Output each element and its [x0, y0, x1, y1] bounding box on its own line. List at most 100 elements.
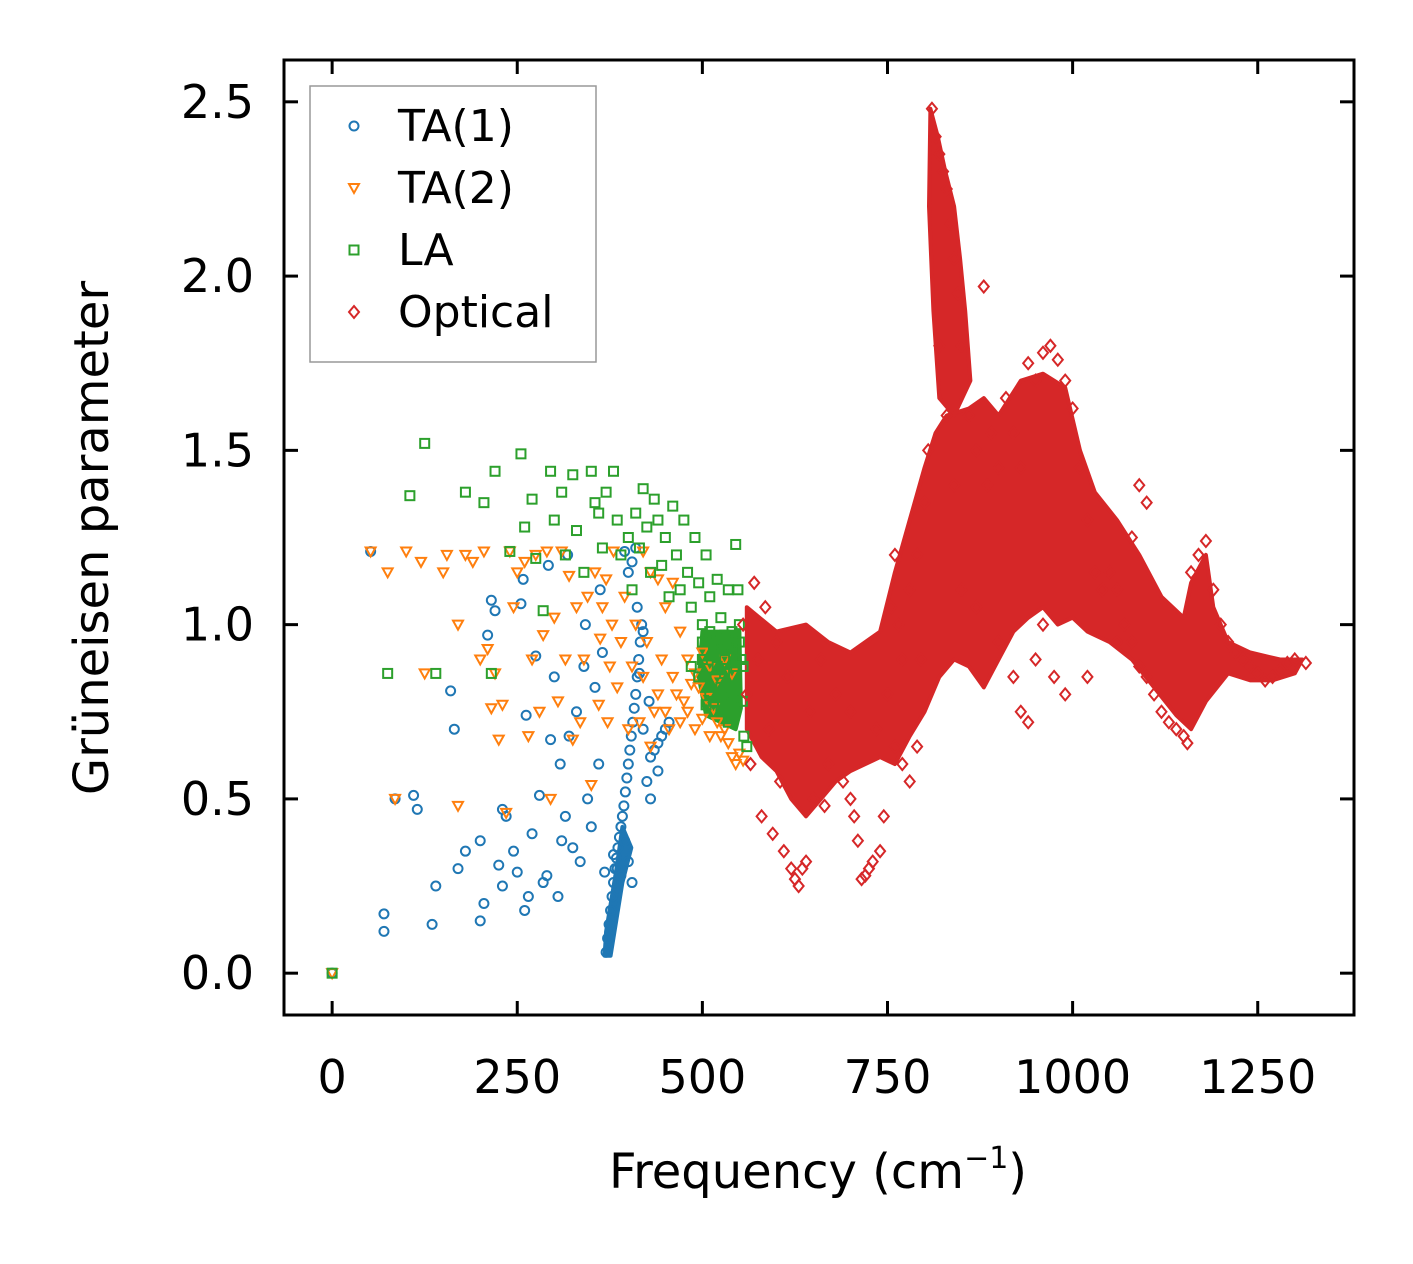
data-point [1021, 714, 1035, 730]
data-point [1236, 651, 1250, 668]
data-point [445, 685, 457, 697]
data-point [670, 549, 682, 561]
data-point [711, 660, 723, 672]
data-point [599, 574, 613, 587]
data-point [658, 706, 673, 719]
data-point [703, 731, 717, 744]
data-point [755, 808, 768, 824]
data-point [530, 552, 542, 564]
data-point [480, 644, 495, 657]
data-point [582, 793, 594, 805]
data-point [643, 741, 658, 754]
data-point [569, 602, 584, 615]
data-point [707, 695, 719, 707]
data-point [652, 765, 664, 777]
data-point [521, 731, 536, 744]
data-point [792, 878, 805, 894]
data-point [452, 863, 464, 875]
data-point [500, 810, 512, 822]
data-point [1207, 582, 1220, 598]
legend-label: LA [398, 225, 454, 276]
data-point [621, 724, 636, 737]
data-point [605, 619, 619, 632]
data-point [430, 667, 442, 679]
series-ta-2 [325, 546, 750, 981]
data-point [570, 706, 582, 718]
data-point [630, 507, 642, 519]
data-point [1299, 655, 1313, 671]
data-point [645, 566, 657, 578]
data-point [1125, 634, 1139, 650]
data-point [548, 514, 560, 526]
data-point [640, 637, 654, 650]
data-point [532, 706, 547, 719]
data-point [903, 582, 917, 598]
data-point [648, 493, 660, 505]
data-point [547, 612, 561, 625]
data-point [921, 442, 935, 458]
data-point [951, 285, 965, 302]
data-point [1081, 512, 1094, 528]
data-point [616, 810, 628, 822]
data-point [388, 793, 402, 806]
data-point [715, 612, 727, 624]
data-point [1244, 658, 1257, 675]
data-point [545, 465, 557, 477]
data-point [473, 654, 487, 667]
data-point [733, 619, 745, 631]
data-point [566, 734, 580, 747]
data-point [552, 890, 564, 902]
data-point [680, 654, 695, 667]
data-point [851, 833, 865, 849]
data-point [585, 821, 597, 833]
data-point [799, 854, 813, 870]
data-point [737, 660, 749, 672]
data-point [777, 843, 791, 859]
data-point [594, 584, 606, 596]
data-point [408, 789, 420, 801]
data-point [733, 636, 745, 648]
data-point [556, 835, 568, 847]
data-point [981, 477, 994, 493]
data-point [970, 599, 983, 615]
data-point [570, 525, 582, 537]
data-point [738, 730, 750, 742]
data-point [1169, 721, 1183, 737]
data-point [736, 755, 750, 768]
data-point [603, 918, 615, 930]
data-point [525, 654, 539, 667]
data-point [485, 667, 497, 679]
data-point [548, 671, 560, 683]
data-point [417, 668, 432, 681]
data-point [596, 542, 608, 554]
data-point [844, 791, 857, 807]
data-point [652, 514, 664, 526]
data-point [719, 653, 731, 665]
data-point [773, 773, 787, 790]
data-point [600, 486, 612, 498]
data-point [624, 744, 636, 756]
data-point [1288, 651, 1302, 668]
data-point [1036, 617, 1050, 633]
data-point [784, 861, 798, 877]
data-point [589, 681, 601, 693]
data-point [673, 717, 687, 730]
data-point [520, 709, 532, 721]
data-point [542, 559, 554, 571]
data-point [955, 582, 968, 598]
data-point [719, 629, 731, 641]
data-point [593, 507, 605, 519]
data-point [1132, 477, 1146, 493]
data-point [711, 573, 723, 585]
data-point [821, 756, 835, 772]
data-point [404, 490, 416, 502]
x-tick-label: 500 [658, 1050, 746, 1104]
data-point [536, 630, 550, 643]
data-point [625, 730, 637, 742]
data-point [511, 866, 523, 878]
data-point [918, 495, 931, 511]
data-point [877, 808, 891, 824]
data-point [459, 845, 471, 857]
data-point [1051, 352, 1065, 368]
data-point [1140, 669, 1153, 685]
